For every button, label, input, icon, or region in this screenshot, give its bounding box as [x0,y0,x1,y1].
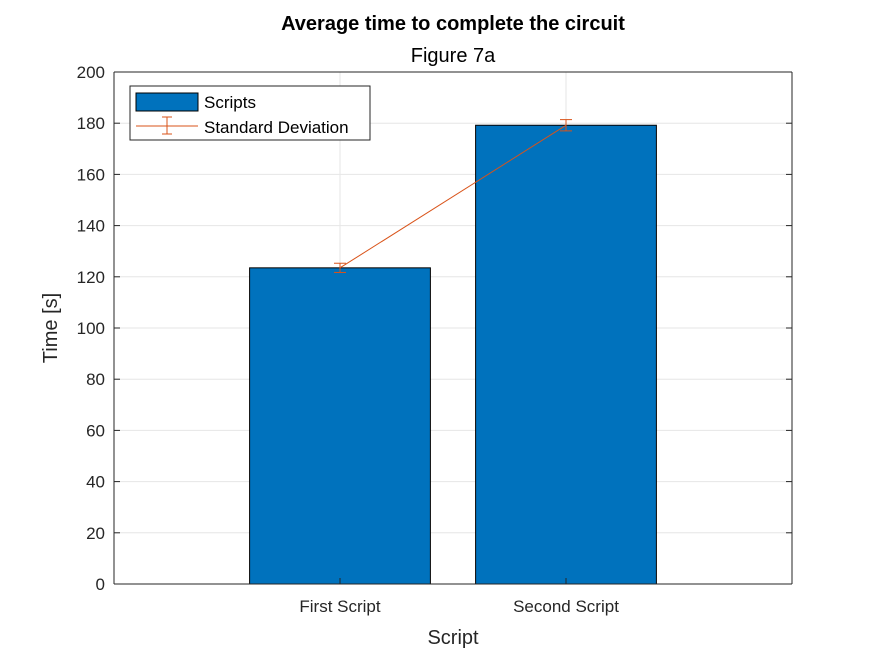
y-tick-label: 160 [77,165,105,184]
y-tick-label: 20 [86,524,105,543]
legend-swatch-standard-deviation [136,116,198,135]
y-tick-label: 0 [96,575,105,594]
chart-subtitle: Figure 7a [411,45,496,67]
legend-label-standard-deviation: Standard Deviation [204,118,349,137]
bars [249,124,657,585]
legend-swatch-scripts [135,92,199,112]
y-tick-label: 40 [86,473,105,492]
y-tick-label: 140 [77,217,105,236]
legend: Scripts Standard Deviation [129,85,371,141]
grid [114,71,792,585]
error-bar [334,262,346,273]
bar [475,124,657,585]
y-tick-label: 80 [86,370,105,389]
y-tick-label: 180 [77,114,105,133]
x-tick-label: First Script [299,597,381,616]
error-bar [560,119,572,132]
y-tick-label: 200 [77,63,105,82]
x-axis-label: Script [427,627,479,649]
y-tick-label: 100 [77,319,105,338]
bar [249,267,431,585]
legend-label-scripts: Scripts [204,93,256,112]
error-series [334,119,572,273]
tick-labels: 0 20 40 60 80 100 120 140 160 180 200 First Script S… [77,63,620,616]
chart-title: Average time to complete the circuit [281,13,625,35]
axes [113,71,793,585]
error-series-line [339,124,567,269]
y-axis-label: Time [s] [40,293,62,363]
y-tick-label: 120 [77,268,105,287]
x-tick-label: Second Script [513,597,619,616]
y-tick-label: 60 [86,421,105,440]
